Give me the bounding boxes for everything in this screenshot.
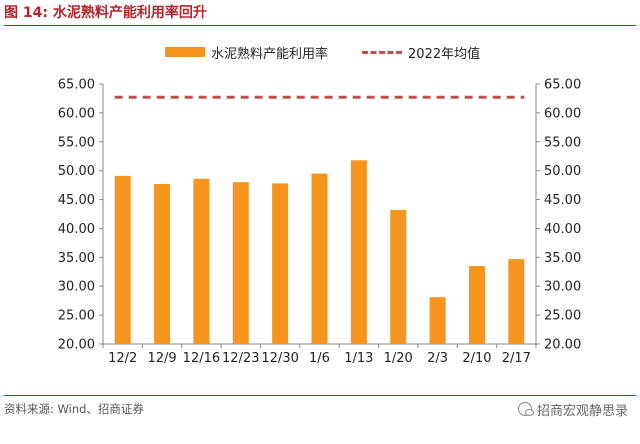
y-tick-label-left: 50.00 (58, 164, 95, 179)
x-tick-label: 12/30 (261, 351, 298, 366)
x-tick-label: 2/3 (427, 351, 448, 366)
bar (114, 175, 131, 344)
bar (390, 209, 407, 344)
y-tick-label-left: 30.00 (58, 280, 95, 295)
legend-item-avg: 2022年均值 (362, 42, 480, 62)
y-tick-label-right: 50.00 (544, 164, 581, 179)
legend-item-bar: 水泥熟料产能利用率 (165, 42, 328, 62)
figure-title: 图 14: 水泥熟料产能利用率回升 (4, 5, 207, 21)
x-tick-label: 12/2 (108, 351, 137, 366)
bar (154, 183, 171, 344)
y-tick-label-right: 30.00 (544, 280, 581, 295)
y-tick-label-left: 60.00 (58, 106, 95, 121)
x-tick-label: 12/23 (222, 351, 259, 366)
y-tick-label-right: 35.00 (544, 251, 581, 266)
legend-avg-label: 2022年均值 (408, 46, 481, 62)
y-tick-label-right: 45.00 (544, 193, 581, 208)
y-tick-label-left: 45.00 (58, 193, 95, 208)
bar (193, 178, 210, 344)
title-divider (4, 25, 636, 26)
bar (429, 297, 446, 344)
x-tick-label: 1/20 (384, 351, 413, 366)
x-tick-label: 1/6 (309, 351, 330, 366)
y-tick-label-right: 40.00 (544, 222, 581, 237)
y-tick-label-left: 40.00 (58, 222, 95, 237)
y-tick-label-left: 20.00 (58, 338, 95, 353)
bar (311, 173, 328, 344)
bar (272, 183, 289, 344)
wechat-icon (517, 402, 534, 416)
legend-bar-label: 水泥熟料产能利用率 (211, 46, 329, 62)
x-tick-label: 2/17 (502, 351, 531, 366)
y-tick-label-left: 35.00 (58, 251, 95, 266)
watermark-text: 招商宏观静思录 (536, 403, 628, 419)
x-tick-label: 12/9 (147, 351, 176, 366)
legend-dash-swatch (362, 50, 402, 54)
x-tick-label: 2/10 (462, 351, 491, 366)
watermark: 招商宏观静思录 (517, 400, 628, 419)
bar (232, 182, 249, 344)
bar (508, 259, 525, 344)
y-tick-label-right: 55.00 (544, 135, 581, 150)
bar (350, 160, 367, 344)
y-tick-label-right: 20.00 (544, 338, 581, 353)
bar (468, 266, 485, 344)
legend: 水泥熟料产能利用率 2022年均值 (0, 42, 640, 62)
source-divider (4, 395, 636, 396)
y-tick-label-right: 60.00 (544, 106, 581, 121)
y-tick-label-right: 65.00 (544, 78, 581, 93)
legend-bar-swatch (165, 47, 205, 57)
source-note: 资料来源: Wind、招商证券 (4, 402, 144, 416)
y-tick-label-right: 25.00 (544, 309, 581, 324)
x-tick-label: 1/13 (344, 351, 373, 366)
x-tick-label: 12/16 (183, 351, 220, 366)
y-tick-label-left: 55.00 (58, 135, 95, 150)
y-tick-label-left: 65.00 (58, 78, 95, 93)
y-tick-label-left: 25.00 (58, 309, 95, 324)
